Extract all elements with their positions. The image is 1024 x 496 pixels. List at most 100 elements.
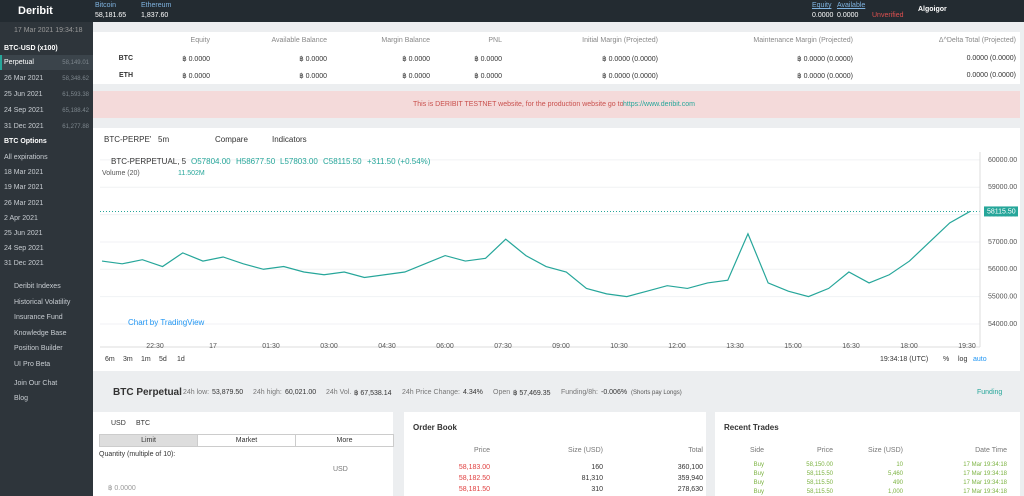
section-title: BTC-USD (x100)	[4, 45, 58, 52]
option-expiry[interactable]: 2 Apr 2021	[4, 214, 38, 222]
option-expiry[interactable]: 24 Sep 2021	[4, 245, 44, 253]
sidebar-link[interactable]: UI Pro Beta	[14, 361, 51, 368]
order-form	[93, 412, 393, 496]
future-price: 65,188.42	[62, 108, 89, 114]
range-button[interactable]: 6m	[105, 356, 115, 363]
balance-value: ฿ 0.0000 (0.0000)	[602, 73, 658, 80]
recent-trades	[715, 412, 1020, 496]
balance-header: Available Balance	[271, 37, 327, 44]
stat-value: ฿ 67,538.14	[354, 390, 392, 397]
brand: Deribit	[18, 5, 53, 17]
legend-open: O57804.00	[191, 157, 231, 166]
ticker-price[interactable]: 58,181.65	[95, 12, 127, 19]
future-name[interactable]: 26 Mar 2021	[4, 75, 44, 82]
order-book	[404, 412, 706, 496]
trade-cell: 17 Mar 19:34:18	[963, 471, 1007, 477]
order-tab[interactable]: Market	[197, 434, 296, 447]
sidebar-link[interactable]: Historical Volatility	[14, 298, 71, 306]
order-tab[interactable]: More	[295, 434, 394, 447]
panel-title: Order Book	[413, 423, 458, 432]
funding-link[interactable]: Funding	[977, 389, 1003, 396]
trade-cell: 490	[892, 480, 903, 486]
scale-option[interactable]: log	[958, 356, 968, 363]
balance-header: Maintenance Margin (Projected)	[753, 37, 853, 44]
volume-label: Volume (20)	[102, 170, 140, 177]
trade-cell: Buy	[753, 489, 764, 495]
quantity-label: Quantity (multiple of 10):	[99, 451, 176, 458]
ticker-price[interactable]: 1,837.60	[141, 12, 169, 19]
order-tab[interactable]: Limit	[99, 434, 198, 447]
sidebar-link[interactable]: Deribit Indexes	[14, 283, 61, 290]
x-tick-label: 06:00	[436, 343, 454, 350]
balance-value: ฿ 0.0000	[182, 56, 210, 63]
toolbar-button[interactable]: Indicators	[272, 135, 307, 144]
trade-cell: 17 Mar 19:34:18	[963, 489, 1007, 495]
balance-value: 0.0000 (0.0000)	[966, 55, 1016, 62]
future-name[interactable]: 25 Jun 2021	[4, 91, 43, 98]
trade-cell: Buy	[753, 480, 764, 486]
column-header: Side	[749, 447, 764, 454]
price-line	[101, 210, 971, 298]
option-expiry[interactable]: 31 Dec 2021	[4, 260, 44, 268]
x-tick-label: 10:30	[610, 343, 628, 350]
future-name[interactable]: 31 Dec 2021	[4, 123, 44, 130]
range-button[interactable]: 1d	[177, 356, 185, 363]
book-cell: 58,182.50	[458, 475, 490, 482]
future-name[interactable]: 24 Sep 2021	[4, 107, 44, 114]
toolbar-button[interactable]: BTC-PERPE'	[104, 135, 152, 144]
toolbar-button[interactable]: 5m	[158, 135, 170, 144]
trade-cell: 58,115.50	[806, 471, 833, 477]
asset: ETH	[119, 72, 133, 79]
option-expiry[interactable]: 26 Mar 2021	[4, 199, 44, 207]
column-header: Total	[688, 447, 703, 454]
stat-label: 24h low:	[183, 389, 210, 396]
stat-label: 24h high:	[253, 389, 282, 396]
option-expiry[interactable]: 19 Mar 2021	[4, 184, 44, 192]
range-button[interactable]: 5d	[159, 356, 167, 363]
book-cell: 278,630	[677, 486, 703, 493]
currency-option[interactable]: BTC	[136, 420, 150, 427]
option-expiry[interactable]: All expirations	[4, 154, 48, 161]
sidebar-link[interactable]: Blog	[14, 395, 29, 403]
balance-value: ฿ 0.0000	[474, 56, 502, 63]
balance-value: ฿ 0.0000	[299, 73, 327, 80]
option-expiry[interactable]: 18 Mar 2021	[4, 169, 44, 177]
y-tick-label: 54000.00	[988, 321, 1017, 328]
y-tick-label: 59000.00	[988, 184, 1017, 191]
balance-panel	[93, 32, 1020, 84]
trade-cell: Buy	[753, 462, 764, 468]
balance-header: PNL	[488, 37, 502, 44]
timestamp: 17 Mar 2021 19:34:18	[14, 27, 83, 34]
sidebar-link[interactable]: Insurance Fund	[14, 314, 63, 322]
future-name[interactable]: Perpetual	[4, 59, 34, 66]
y-tick-label: 57000.00	[988, 239, 1017, 246]
range-button[interactable]: 3m	[123, 356, 133, 363]
currency-option[interactable]: USD	[111, 420, 126, 427]
x-tick-label: 09:00	[552, 343, 570, 350]
trade-cell: 58,115.50	[806, 489, 833, 495]
scale-option[interactable]: auto	[973, 356, 987, 363]
clock: 19:34:18 (UTC)	[880, 356, 929, 363]
book-cell: 160	[591, 464, 603, 471]
future-price: 58,348.62	[62, 76, 89, 82]
banner-link[interactable]: https://www.deribit.com	[623, 101, 695, 108]
balance-value: ฿ 0.0000 (0.0000)	[602, 56, 658, 63]
x-tick-label: 18:00	[900, 343, 918, 350]
chart-panel	[93, 128, 1020, 371]
sidebar-link[interactable]: Knowledge Base	[14, 329, 67, 337]
chart-credit: Chart by TradingView	[128, 318, 205, 327]
selected-row	[0, 55, 93, 70]
legend-high: H58677.50	[236, 157, 276, 166]
user[interactable]: Algoigor	[918, 6, 947, 13]
toolbar-button[interactable]: Compare	[215, 135, 248, 144]
scale-option[interactable]: %	[943, 356, 950, 363]
range-button[interactable]: 1m	[141, 356, 151, 363]
option-expiry[interactable]: 25 Jun 2021	[4, 230, 43, 237]
sidebar-link[interactable]: Join Our Chat	[14, 379, 58, 387]
trade-cell: 10	[896, 462, 903, 468]
sidebar-link[interactable]: Position Builder	[14, 345, 63, 353]
balance-value: ฿ 0.0000	[474, 73, 502, 80]
ticker-name: Ethereum	[141, 2, 172, 9]
